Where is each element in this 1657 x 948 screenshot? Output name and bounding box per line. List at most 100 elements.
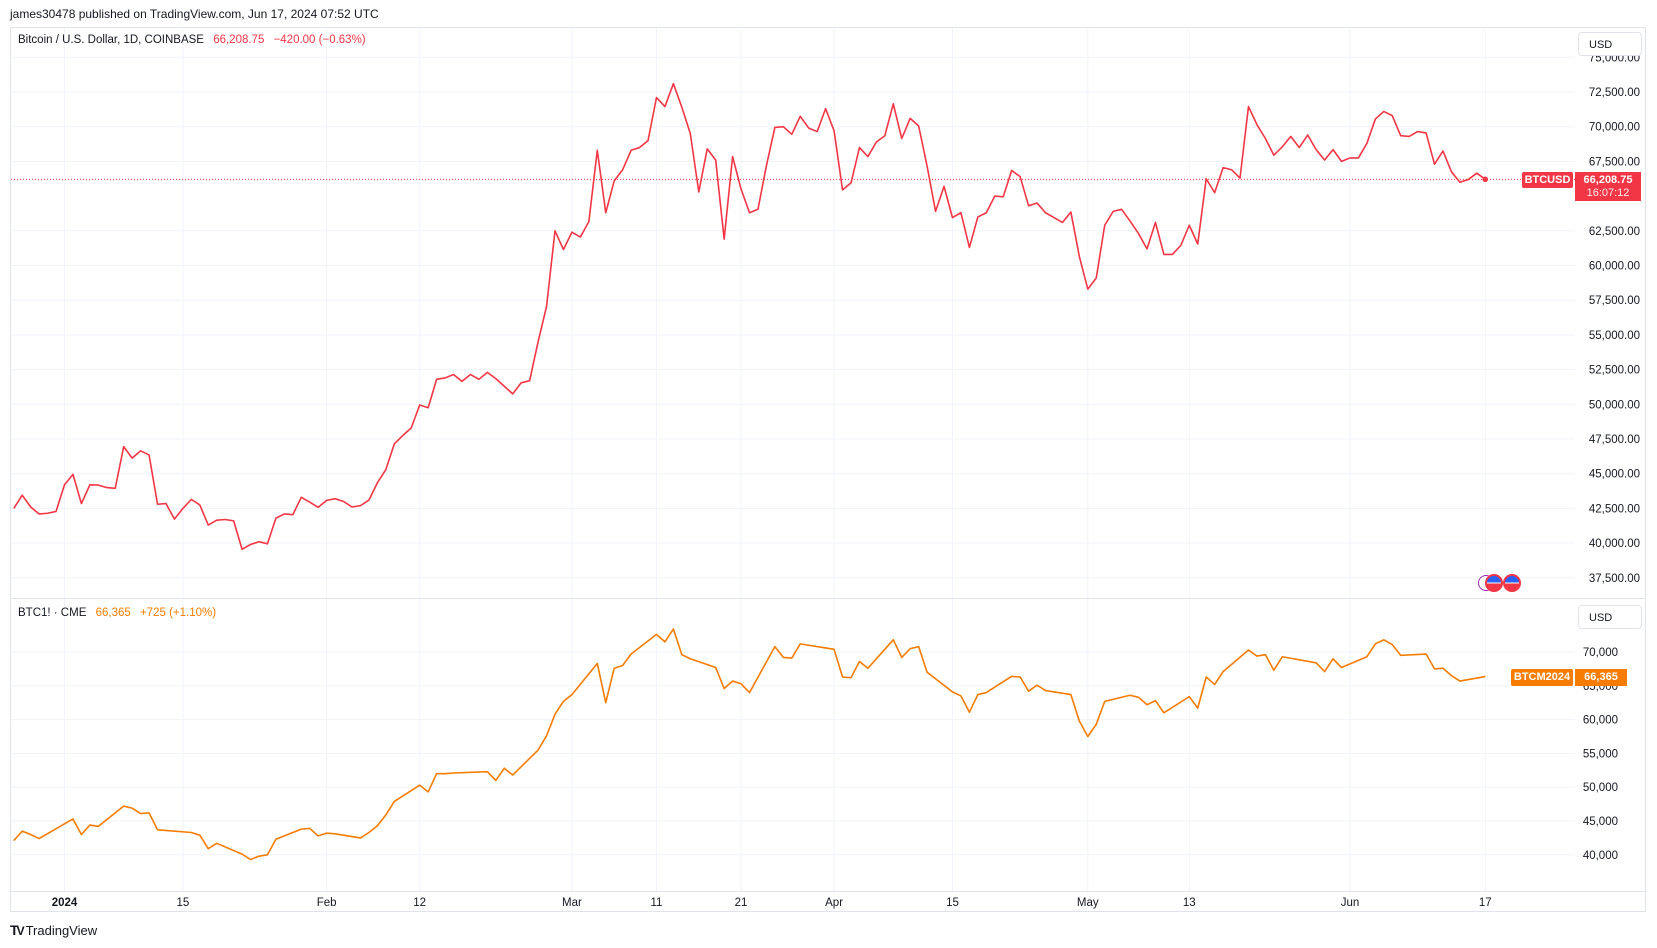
btc1-data-point — [1264, 654, 1266, 656]
btcusd-data-point — [562, 248, 564, 250]
btcusd-data-point — [1146, 248, 1148, 250]
btc1-data-point — [258, 855, 260, 857]
btcusd-data-point — [80, 502, 82, 504]
btc1-data-point — [782, 656, 784, 658]
bottom-legend[interactable]: BTC1! · CME 66,365 +725 (+1.10%) — [18, 607, 222, 619]
btcusd-data-point — [342, 500, 344, 502]
btc1-data-point — [909, 647, 911, 649]
btcusd-data-point — [757, 208, 759, 210]
btc1-data-point — [1281, 656, 1283, 658]
btcusd-data-point — [351, 506, 353, 508]
btc1-data-point — [1315, 662, 1317, 664]
btcusd-data-point — [934, 210, 936, 212]
btc1-data-point — [131, 807, 133, 809]
us-flag-icon[interactable] — [1485, 574, 1503, 592]
btcusd-data-point — [1476, 172, 1478, 174]
btcusd-data-point — [89, 484, 91, 486]
btcusd-data-point — [1070, 211, 1072, 213]
btc1-data-point — [486, 770, 488, 772]
btcusd-data-point — [977, 216, 979, 218]
btc1-data-point — [841, 676, 843, 678]
btcusd-data-point — [182, 507, 184, 509]
btc1-data-point — [621, 664, 623, 666]
btc1-data-point — [359, 837, 361, 839]
btcusd-data-point — [173, 518, 175, 520]
bottom-currency-button[interactable]: USD — [1578, 605, 1642, 629]
btcusd-data-point — [850, 182, 852, 184]
btcusd-data-point — [554, 230, 556, 232]
btc1-data-point — [1010, 675, 1012, 677]
btcusd-data-point — [29, 506, 31, 508]
time-axis-label: 17 — [1479, 897, 1492, 909]
btc1-data-point — [1027, 690, 1029, 692]
btcusd-data-point — [207, 524, 209, 526]
btcusd-data-point — [909, 117, 911, 119]
btc1-data-point — [901, 656, 903, 658]
btcusd-data-point — [1264, 137, 1266, 139]
time-axis-label: May — [1077, 897, 1099, 909]
btcusd-data-point — [1197, 243, 1199, 245]
btc1-data-point — [156, 829, 158, 831]
btcusd-data-point — [292, 513, 294, 515]
price-axis-label: 40,000.00 — [1589, 538, 1640, 550]
btcusd-data-point — [638, 146, 640, 148]
btcusd-data-point — [1442, 150, 1444, 152]
btc1-data-point — [968, 711, 970, 713]
btc1-data-point — [1095, 723, 1097, 725]
btc1-data-point — [38, 837, 40, 839]
btcusd-data-point — [1010, 169, 1012, 171]
btc1-data-point — [1247, 649, 1249, 651]
btcusd-data-point — [731, 155, 733, 157]
btcusd-data-point — [368, 499, 370, 501]
price-axis-label: 50,000 — [1583, 782, 1618, 794]
time-axis-label: 13 — [1183, 897, 1196, 909]
btc1-data-point — [537, 749, 539, 751]
last-price-marker — [1482, 176, 1489, 183]
btc1-data-point — [1197, 707, 1199, 709]
btcusd-data-point — [1416, 130, 1418, 132]
btc1-data-point — [1425, 653, 1427, 655]
btcusd-data-point — [444, 377, 446, 379]
top-currency-button[interactable]: USD — [1578, 32, 1642, 56]
btcusd-data-point — [892, 103, 894, 105]
btcusd-data-point — [596, 149, 598, 151]
btc1-data-point — [850, 676, 852, 678]
price-axis-label: 55,000.00 — [1589, 330, 1640, 342]
btc1-data-point — [1044, 689, 1046, 691]
btcusd-data-point — [1408, 135, 1410, 137]
btcusd-data-point — [1180, 244, 1182, 246]
btc1-data-point — [1374, 643, 1376, 645]
btcusd-data-point — [537, 341, 539, 343]
btc1-data-point — [1222, 670, 1224, 672]
btcusd-data-point — [334, 497, 336, 499]
btcusd-data-point — [672, 82, 674, 84]
tradingview-footer[interactable]: TV TradingView — [10, 922, 97, 938]
price-axis-label: 60,000.00 — [1589, 261, 1640, 273]
btcusd-data-point — [723, 238, 725, 240]
top-legend[interactable]: Bitcoin / U.S. Dollar, 1D, COINBASE 66,2… — [18, 34, 372, 46]
btcusd-data-point — [1239, 177, 1241, 179]
btcusd-data-point — [503, 385, 505, 387]
btc1-data-point — [1129, 694, 1131, 696]
btc1-data-point — [613, 667, 615, 669]
btcusd-data-point — [706, 148, 708, 150]
btcusd-data-point — [1247, 105, 1249, 107]
time-axis-label: 15 — [176, 897, 189, 909]
price-axis-label: 60,000 — [1583, 715, 1618, 727]
btc1-data-point — [452, 772, 454, 774]
btcusd-data-point — [951, 216, 953, 218]
time-axis-label: Apr — [825, 897, 843, 909]
btcusd-data-point — [1366, 142, 1368, 144]
btc1-data-point — [951, 691, 953, 693]
btcusd-price-tag-value: 66,208.75 — [1583, 174, 1633, 186]
btc1-data-point — [275, 838, 277, 840]
btc1-data-point — [892, 639, 894, 641]
btcusd-data-point — [1120, 208, 1122, 210]
us-flag-icon[interactable] — [1503, 574, 1521, 592]
btcusd-data-point — [621, 169, 623, 171]
btc1-data-point — [1256, 655, 1258, 657]
btc1-data-point — [917, 645, 919, 647]
btcusd-data-point — [994, 195, 996, 197]
btcusd-data-point — [461, 380, 463, 382]
